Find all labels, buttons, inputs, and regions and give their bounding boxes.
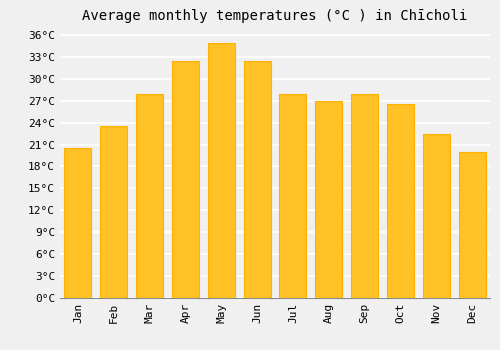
Bar [64,148,92,298]
Bar [172,61,199,297]
Bar [136,93,163,298]
Bar [423,134,450,298]
Bar [280,93,306,298]
Bar [351,93,378,298]
Bar [458,152,485,298]
Bar [387,105,414,297]
Title: Average monthly temperatures (°C ) in Chīcholi: Average monthly temperatures (°C ) in Ch… [82,9,468,23]
Bar [100,126,127,298]
Bar [244,61,270,297]
Bar [316,101,342,298]
Bar [208,43,234,298]
